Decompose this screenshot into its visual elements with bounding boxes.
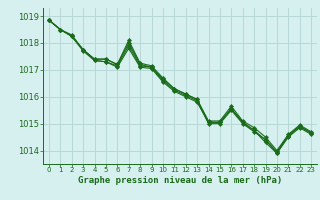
- X-axis label: Graphe pression niveau de la mer (hPa): Graphe pression niveau de la mer (hPa): [78, 176, 282, 185]
